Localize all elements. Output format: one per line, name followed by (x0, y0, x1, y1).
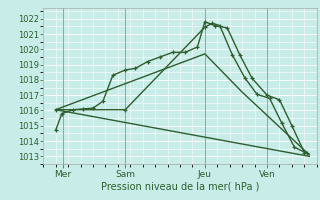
X-axis label: Pression niveau de la mer( hPa ): Pression niveau de la mer( hPa ) (101, 181, 259, 191)
